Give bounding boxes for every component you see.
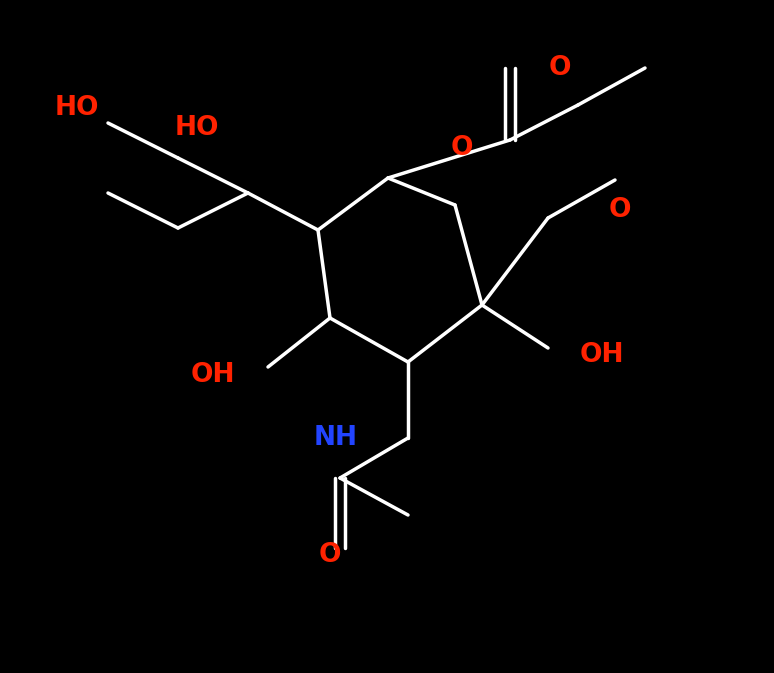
- Text: O: O: [549, 55, 571, 81]
- Text: HO: HO: [175, 115, 220, 141]
- Text: NH: NH: [314, 425, 358, 451]
- Text: O: O: [319, 542, 341, 568]
- Text: HO: HO: [55, 95, 100, 121]
- Text: O: O: [450, 135, 473, 161]
- Text: OH: OH: [580, 342, 625, 368]
- Text: O: O: [608, 197, 632, 223]
- Text: OH: OH: [190, 362, 235, 388]
